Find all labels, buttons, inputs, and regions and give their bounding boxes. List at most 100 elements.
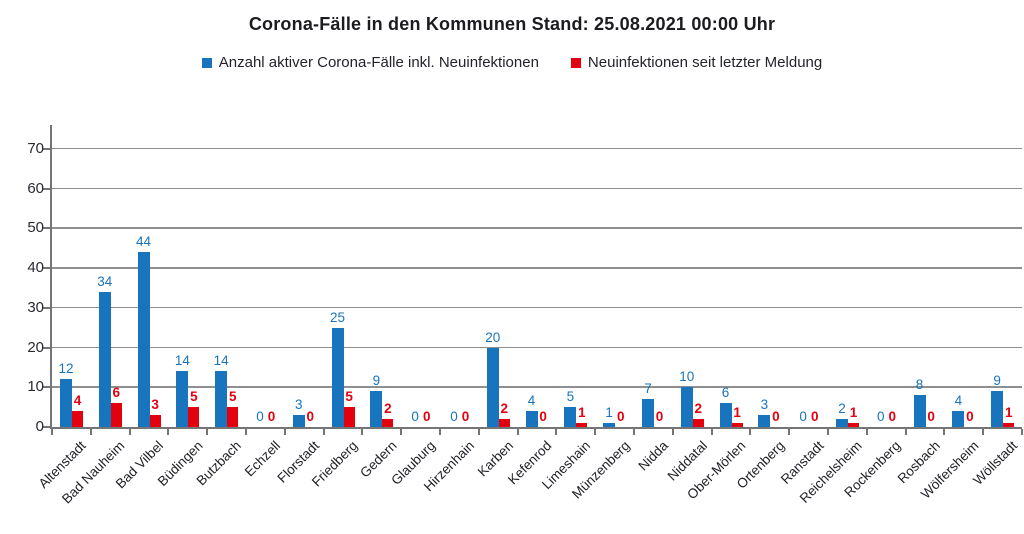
value-label-new-infections: 0 — [888, 409, 897, 424]
x-axis-tick — [555, 429, 558, 435]
y-axis-tick-label: 50 — [27, 219, 44, 237]
x-axis-tick — [788, 429, 791, 435]
legend-label-active-cases: Anzahl aktiver Corona-Fälle inkl. Neuinf… — [218, 54, 539, 71]
value-label-active-cases: 4 — [527, 393, 536, 409]
value-label-active-cases: 0 — [411, 409, 419, 424]
value-label-new-infections: 0 — [306, 409, 315, 424]
x-axis-tick — [477, 429, 480, 435]
value-label-active-cases: 4 — [954, 393, 963, 409]
value-label-active-cases: 7 — [644, 381, 652, 397]
y-axis-tick-label: 0 — [35, 418, 44, 435]
gridline — [52, 147, 1022, 150]
x-axis-tick — [322, 429, 325, 435]
value-label-active-cases: 6 — [721, 385, 730, 401]
y-axis-tick-label: 60 — [27, 179, 44, 197]
bar-new-infections — [576, 423, 588, 427]
gridline — [52, 346, 1022, 349]
value-label-new-infections: 0 — [966, 409, 974, 424]
legend-label-new-infections: Neuinfektionen seit letzter Meldung — [587, 54, 823, 71]
value-label-new-infections: 1 — [578, 405, 586, 421]
bar-active-cases — [952, 411, 965, 427]
bar-active-cases — [564, 407, 577, 427]
value-label-active-cases: 0 — [877, 409, 885, 424]
value-label-new-infections: 2 — [500, 401, 509, 417]
y-axis-tick — [43, 306, 50, 309]
x-axis-tick — [710, 429, 713, 435]
bar-active-cases — [215, 371, 228, 427]
bar-new-infections — [498, 419, 510, 427]
value-label-active-cases: 14 — [174, 353, 190, 369]
value-label-new-infections: 2 — [384, 401, 392, 417]
value-label-new-infections: 0 — [616, 409, 625, 424]
value-label-new-infections: 0 — [267, 409, 276, 424]
value-label-new-infections: 3 — [151, 397, 159, 413]
bar-new-infections — [110, 403, 122, 427]
value-label-active-cases: 0 — [256, 409, 264, 424]
bar-new-infections — [188, 407, 200, 427]
bar-active-cases — [603, 423, 616, 427]
x-axis-tick — [904, 429, 907, 435]
value-label-active-cases: 34 — [97, 273, 113, 289]
y-axis-tick-label: 10 — [27, 378, 44, 396]
value-label-new-infections: 1 — [1004, 405, 1013, 421]
value-label-active-cases: 14 — [213, 353, 229, 369]
x-axis-tick — [167, 429, 170, 435]
value-label-active-cases: 12 — [58, 361, 74, 377]
bar-active-cases — [913, 395, 926, 427]
value-label-active-cases: 0 — [799, 409, 807, 424]
value-label-new-infections: 0 — [772, 409, 780, 424]
bar-new-infections — [692, 419, 704, 427]
legend-item-active-cases: Anzahl aktiver Corona-Fälle inkl. Neuinf… — [201, 54, 539, 71]
bar-active-cases — [680, 387, 693, 427]
value-label-new-infections: 5 — [345, 389, 353, 405]
bar-active-cases — [525, 411, 538, 427]
value-label-new-infections: 1 — [849, 405, 858, 421]
value-label-active-cases: 1 — [605, 405, 613, 421]
x-axis-tick — [400, 429, 403, 435]
x-axis-tick — [827, 429, 829, 435]
bar-active-cases — [137, 252, 150, 427]
gridline — [52, 306, 1022, 309]
bar-active-cases — [331, 327, 344, 427]
bar-new-infections — [731, 423, 743, 427]
x-axis-tick — [361, 429, 364, 435]
bar-active-cases — [370, 391, 383, 427]
x-axis-tick — [283, 429, 286, 435]
x-axis-category-label: Nidda — [635, 438, 672, 474]
x-axis-tick — [516, 429, 519, 435]
y-axis-tick — [43, 426, 50, 428]
x-axis-tick — [943, 429, 946, 435]
bar-active-cases — [292, 415, 305, 427]
x-axis-tick — [128, 429, 131, 435]
x-axis-tick — [633, 429, 635, 435]
bar-new-infections — [382, 419, 394, 427]
value-label-new-infections: 0 — [810, 409, 819, 424]
value-label-new-infections: 2 — [694, 401, 703, 417]
chart-title: Corona-Fälle in den Kommunen Stand: 25.0… — [248, 14, 776, 34]
value-label-new-infections: 0 — [927, 409, 935, 424]
value-label-active-cases: 20 — [485, 329, 501, 345]
value-label-new-infections: 6 — [112, 385, 121, 401]
bar-new-infections — [343, 407, 355, 427]
value-label-new-infections: 5 — [190, 389, 198, 405]
bar-active-cases — [486, 347, 499, 427]
x-axis-tick — [439, 429, 441, 435]
plot-area: 0 10 20 30 40 50 60 70 12 4 Altenstadt 34 6 Bad Nauhe… — [27, 125, 1023, 506]
y-axis-tick-label: 70 — [27, 139, 44, 157]
x-axis-tick — [594, 429, 597, 435]
new-infections-swatch-icon — [570, 57, 581, 68]
x-axis-tick — [206, 429, 209, 435]
value-label-active-cases: 3 — [295, 397, 303, 413]
value-label-active-cases: 9 — [993, 373, 1001, 389]
y-axis-tick — [43, 227, 50, 230]
value-label-new-infections: 0 — [461, 409, 470, 424]
bar-active-cases — [59, 379, 72, 427]
bar-active-cases — [176, 371, 189, 427]
y-axis-tick — [43, 267, 50, 270]
x-axis-tick — [1021, 429, 1023, 435]
value-label-active-cases: 44 — [136, 234, 152, 250]
y-axis-tick — [43, 346, 50, 349]
y-axis-tick-label: 40 — [27, 259, 44, 277]
y-axis-tick — [43, 386, 50, 389]
